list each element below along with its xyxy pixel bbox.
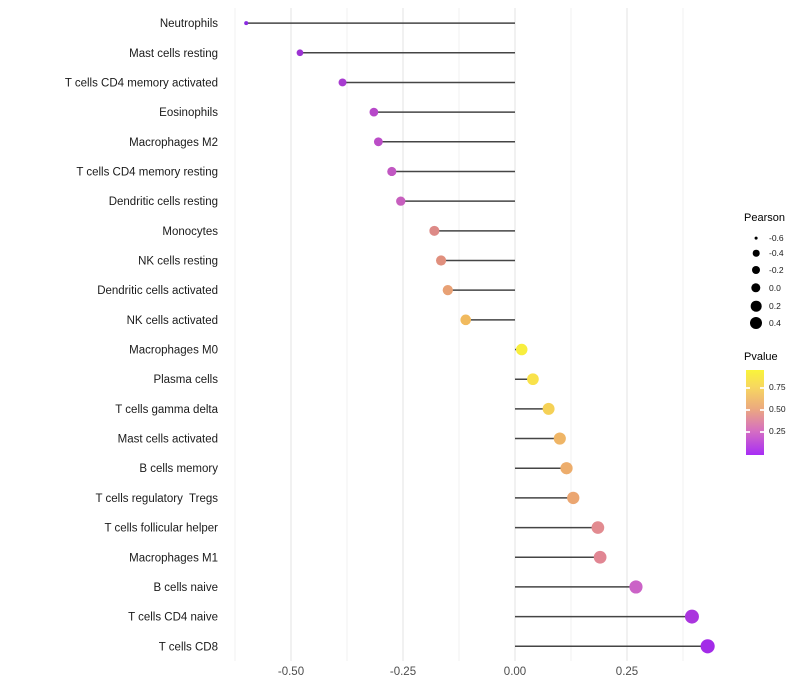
x-axis-tick-label: 0.25 [616, 666, 638, 678]
y-axis-label: Monocytes [162, 226, 218, 238]
y-axis-label: Macrophages M0 [129, 345, 218, 357]
y-axis-label: Plasma cells [153, 374, 218, 386]
pvalue-gradient-tick [760, 387, 764, 389]
y-axis-label: Macrophages M1 [129, 552, 218, 564]
pearson-legend-dot [752, 249, 760, 257]
y-axis-label: Macrophages M2 [129, 137, 218, 149]
lollipop-dot [629, 580, 643, 594]
lollipop-dot [700, 639, 715, 654]
y-axis-label: NK cells activated [127, 315, 218, 327]
lollipop-dot [436, 255, 447, 266]
lollipop-dot [591, 521, 605, 534]
y-axis-label: B cells naive [153, 582, 218, 594]
x-axis-tick-label: -0.25 [390, 666, 416, 678]
y-axis-label: B cells memory [139, 463, 218, 475]
pearson-legend-dot [750, 300, 762, 312]
pearson-legend-label: 0.0 [769, 283, 781, 293]
pvalue-gradient-tick [746, 387, 750, 389]
pvalue-legend-label: 0.75 [769, 382, 786, 392]
lollipop-dot [527, 373, 539, 386]
lollipop-dot [593, 550, 607, 564]
pearson-legend-dot [754, 236, 758, 240]
x-axis-tick-label: -0.50 [278, 666, 304, 678]
y-axis-label: T cells CD4 memory resting [76, 166, 218, 178]
lollipop-dot [396, 196, 406, 206]
lollipop-dot [369, 107, 379, 117]
pvalue-gradient-tick [760, 431, 764, 433]
y-axis-label: Dendritic cells resting [109, 196, 218, 208]
pearson-legend-dot [752, 266, 760, 274]
lollipop-dot [515, 343, 528, 356]
pvalue-gradient-tick [760, 409, 764, 411]
pvalue-gradient-bar [746, 370, 764, 455]
y-axis-label: Dendritic cells activated [97, 285, 218, 297]
y-axis-label: T cells gamma delta [115, 404, 218, 416]
y-axis-label: T cells follicular helper [104, 523, 218, 535]
y-axis-label: Eosinophils [159, 107, 218, 119]
lollipop-dot [429, 225, 440, 236]
lollipop-dot [338, 78, 347, 87]
pearson-legend-title: Pearson [744, 212, 785, 224]
lollipop-dot [542, 402, 555, 415]
lollipop-dot [373, 137, 383, 147]
y-axis-label: T cells CD8 [159, 641, 218, 653]
pvalue-legend-label: 0.50 [769, 404, 786, 414]
pearson-legend-label: -0.2 [769, 265, 784, 275]
pearson-legend-label: -0.6 [769, 233, 784, 243]
x-axis-tick-label: 0.00 [504, 666, 526, 678]
y-axis-label: T cells CD4 naive [128, 612, 218, 624]
y-axis-label: Mast cells activated [118, 434, 218, 446]
lollipop-dot [296, 49, 304, 57]
pvalue-gradient-tick [746, 409, 750, 411]
y-axis-label: Mast cells resting [129, 48, 218, 60]
lollipop-dot [387, 166, 397, 177]
pvalue-legend-title: Pvalue [744, 351, 778, 363]
pearson-legend-label: 0.4 [769, 318, 781, 328]
pearson-legend-dot [751, 283, 761, 293]
pearson-legend-label: 0.2 [769, 301, 781, 311]
pearson-legend-label: -0.4 [769, 248, 784, 258]
lollipop-dot [560, 462, 573, 475]
pearson-legend-dot [750, 317, 762, 329]
lollipop-dot [244, 21, 249, 26]
lollipop-dot [553, 432, 566, 445]
pvalue-legend-label: 0.25 [769, 426, 786, 436]
y-axis-label: NK cells resting [138, 256, 218, 268]
lollipop-dot [460, 314, 472, 326]
lollipop-dot [684, 609, 699, 624]
lollipop-dot [567, 491, 580, 505]
pvalue-gradient-tick [746, 431, 750, 433]
y-axis-label: T cells regulatory Tregs [95, 493, 218, 505]
y-axis-label: T cells CD4 memory activated [65, 77, 218, 89]
y-axis-label: Neutrophils [160, 18, 218, 30]
lollipop-dot [442, 285, 453, 296]
